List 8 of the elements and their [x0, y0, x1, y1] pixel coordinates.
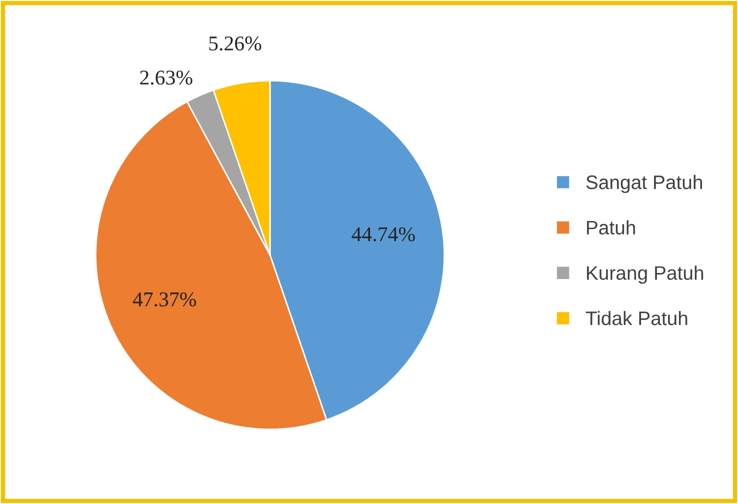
- legend-label: Sangat Patuh: [586, 174, 702, 194]
- legend-label: Kurang Patuh: [587, 266, 704, 284]
- data-label: 44.74%: [352, 227, 415, 242]
- data-label: 5.26%: [209, 36, 262, 51]
- legend-label: Tidak Patuh: [586, 310, 688, 326]
- data-label: 47.37%: [132, 292, 196, 306]
- legend-label: Patuh: [587, 220, 635, 235]
- data-label: 2.63%: [140, 70, 192, 85]
